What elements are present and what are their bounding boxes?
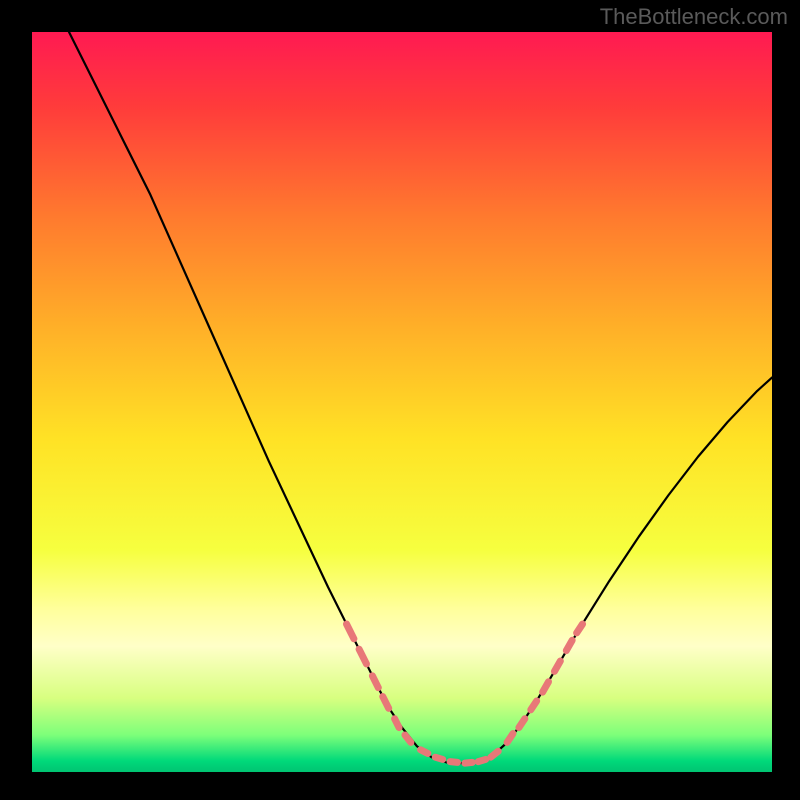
chart-container — [32, 32, 772, 772]
chart-curve — [32, 32, 772, 772]
watermark-text: TheBottleneck.com — [600, 4, 788, 30]
